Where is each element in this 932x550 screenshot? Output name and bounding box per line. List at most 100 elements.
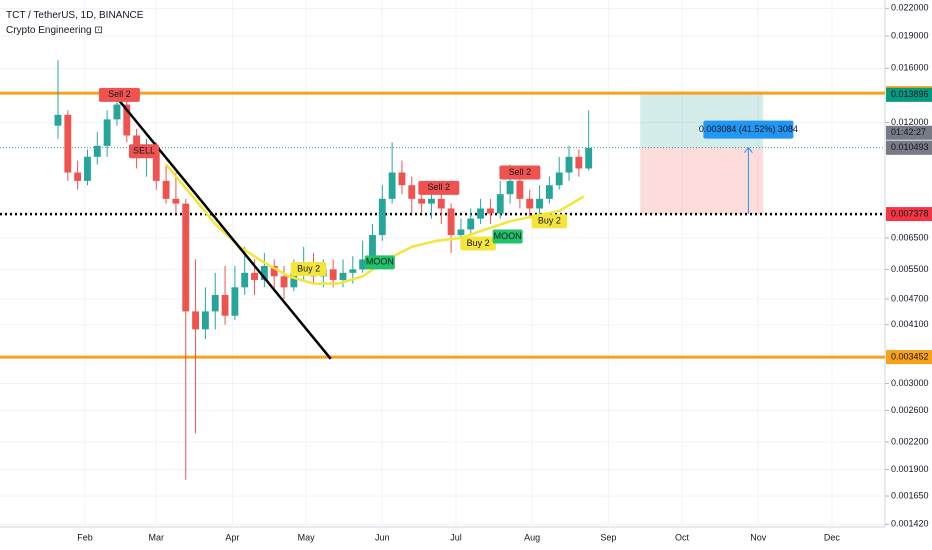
measure-arrowhead (744, 146, 753, 153)
signal-label: Buy 2 (467, 238, 490, 248)
y-tick-label: 0.001650 (891, 490, 929, 500)
y-tick-label: 0.016000 (891, 63, 929, 73)
price-label: 0.013896 (891, 89, 929, 99)
candle-body (74, 172, 82, 181)
candle-body (123, 104, 131, 136)
x-tick-label: Jun (375, 532, 390, 542)
x-tick-label: Feb (77, 532, 93, 542)
price-label: 0.003452 (891, 351, 929, 361)
y-tick-label: 0.003000 (891, 378, 929, 388)
candle-body (526, 198, 534, 209)
candle-body (201, 311, 209, 330)
y-tick-label: 0.012000 (891, 117, 929, 127)
candle-body (231, 287, 239, 316)
y-tick-label: 0.004700 (891, 293, 929, 303)
candle-body (437, 198, 445, 209)
candle-body (398, 172, 406, 186)
y-tick-label: 0.004100 (891, 319, 929, 329)
indicator-name: Crypto Engineering ⊡ (6, 25, 103, 36)
candle-body (369, 235, 376, 260)
price-label-box (886, 207, 932, 222)
signal-label: MOON (366, 257, 394, 267)
candle-body (152, 149, 160, 181)
candle-body (241, 272, 249, 288)
candle-body (545, 185, 553, 199)
grid (0, 0, 885, 527)
signal-badge (128, 144, 159, 159)
candle-body (565, 156, 573, 173)
measure-box (703, 120, 794, 139)
candle-body (516, 180, 524, 199)
candle-body (467, 218, 475, 230)
x-tick-label: Aug (524, 532, 540, 542)
price-label-box (886, 87, 932, 102)
signal-label: Sell 2 (108, 89, 131, 99)
y-tick-label: 0.019000 (891, 30, 929, 40)
candle-body (113, 104, 121, 120)
candle-body (251, 272, 258, 280)
plot: Sell 2 SELL Buy 2 MOON Sell 2 Buy 2 MOON Sell 2… (0, 60, 885, 480)
candle-body (428, 198, 435, 204)
candle-body (162, 180, 170, 199)
price-label-box (886, 350, 932, 365)
candle-body (496, 194, 504, 214)
price-label: 0.010493 (891, 142, 929, 152)
candle-body (555, 172, 563, 186)
trend-line (113, 94, 332, 360)
candle-body (329, 269, 337, 280)
candle-body (260, 265, 268, 280)
candle-body (182, 203, 190, 312)
candle-body (585, 147, 593, 169)
candle-body (349, 269, 357, 273)
candle-body (477, 208, 485, 219)
y-tick-label: 0.006500 (891, 232, 929, 242)
candle-body (447, 208, 455, 236)
candle-body (270, 265, 278, 277)
candle-body (64, 114, 72, 173)
x-tick-label: Jul (450, 532, 462, 542)
signal-badge (460, 236, 496, 251)
countdown: 01:42:27 (891, 127, 926, 137)
signal-label: Buy 2 (297, 263, 320, 273)
candle-body (486, 208, 494, 214)
x-tick-label: Sep (600, 532, 616, 542)
candle-body (192, 311, 200, 330)
candle-body (172, 198, 180, 204)
y-tick-label: 0.001900 (891, 464, 929, 474)
signal-badge (290, 262, 327, 277)
candle-body (359, 259, 367, 270)
x-tick-label: Dec (824, 532, 841, 542)
signal-label: Buy 2 (538, 216, 561, 226)
signal-badge (499, 165, 541, 180)
candle-body (536, 198, 543, 209)
candle-body (211, 295, 219, 312)
candle-body (408, 185, 416, 199)
chart-title: TCT / TetherUS, 1D, BINANCE (6, 10, 144, 21)
candle-body (54, 114, 62, 126)
stop-loss-zone (640, 147, 764, 215)
candle-body (290, 272, 298, 288)
x-tick-label: Apr (225, 532, 239, 542)
measure-label: 0.003084 (41.52%) 3084 (699, 124, 798, 134)
signal-badge (492, 229, 523, 244)
x-tick-label: Nov (750, 532, 767, 542)
candle-body (339, 272, 347, 280)
candle-body (575, 156, 583, 169)
signal-badge (531, 214, 568, 229)
y-tick-label: 0.001420 (891, 519, 929, 529)
y-tick-label: 0.002600 (891, 405, 929, 415)
x-tick-label: Oct (675, 532, 690, 542)
candle-body (457, 229, 465, 236)
signal-label: Sell 2 (509, 167, 532, 177)
candle-body (103, 119, 111, 146)
x-tick-label: May (298, 532, 316, 542)
price-label: 0.007378 (891, 208, 929, 218)
y-tick-label: 0.002200 (891, 436, 929, 446)
candle-body (378, 198, 386, 236)
y-tick-label: 0.022000 (891, 3, 929, 13)
signal-label: MOON (494, 231, 522, 241)
candle-body (93, 145, 101, 157)
candle-body (280, 276, 288, 288)
